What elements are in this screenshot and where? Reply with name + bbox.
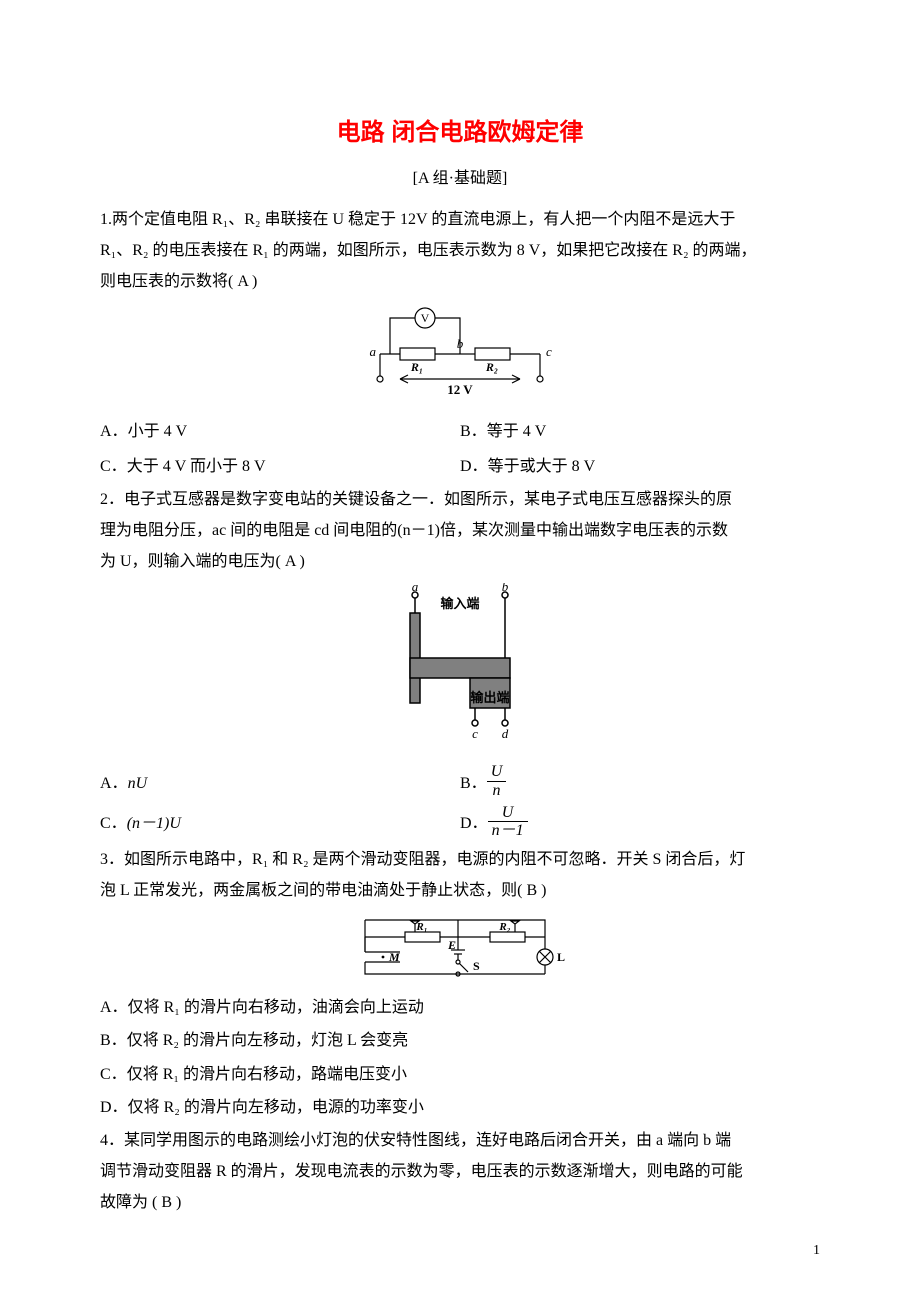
- question-4: 4．某同学用图示的电路测绘小灯泡的伏安特性图线，连好电路后闭合开关，由 a 端向…: [100, 1125, 820, 1219]
- label-l: L: [557, 950, 565, 964]
- opt-label: A．: [100, 999, 128, 1016]
- q1-figure: V a b: [100, 304, 820, 404]
- q3-num: 3．: [100, 851, 124, 868]
- q1-body-2: R₁、R₂ 的电压表接在 R₁ 的两端，如图所示，电压表示数为 8 V，如果把它…: [100, 235, 820, 266]
- q2-body-1: 电子式互感器是数字变电站的关键设备之一．如图所示，某电子式电压互感器探头的原: [124, 491, 732, 508]
- q4-num: 4．: [100, 1132, 124, 1149]
- opt-label: D．: [460, 808, 488, 839]
- page: 电路 闭合电路欧姆定律 [A 组·基础题] 1.两个定值电阻 R₁、R₂ 串联接…: [0, 0, 920, 1285]
- opt-label: A．: [100, 768, 128, 799]
- opt-text: 仅将 R₁ 的滑片向右移动，油滴会向上运动: [128, 999, 424, 1016]
- q1-opt-d: D．等于或大于 8 V: [460, 451, 820, 482]
- page-number: 1: [813, 1237, 820, 1264]
- opt-text: 等于或大于 8 V: [488, 451, 596, 482]
- q3-body-2: 泡 L 正常发光，两金属板之间的带电油滴处于静止状态，则( B ): [100, 875, 820, 906]
- label-e: E: [447, 938, 456, 952]
- q1-body-1: 两个定值电阻 R₁、R₂ 串联接在 U 稳定于 12V 的直流电源上，有人把一个…: [112, 211, 735, 228]
- q1-num: 1.: [100, 211, 112, 228]
- opt-text: 仅将 R₁ 的滑片向右移动，路端电压变小: [127, 1066, 407, 1083]
- question-1: 1.两个定值电阻 R₁、R₂ 串联接在 U 稳定于 12V 的直流电源上，有人把…: [100, 204, 820, 298]
- frac-num: U: [488, 804, 528, 823]
- q2-options: A．nU B． Un C．(n－1)U D． Un－1: [100, 763, 820, 843]
- q2-num: 2．: [100, 491, 124, 508]
- q3-line1: 3．如图所示电路中，R₁ 和 R₂ 是两个滑动变阻器，电源的内阻不可忽略．开关 …: [100, 844, 820, 875]
- fraction: Un: [487, 763, 507, 799]
- frac-num: U: [487, 763, 507, 782]
- q1-opt-a: A．小于 4 V: [100, 416, 460, 447]
- q2-opt-d: D． Un－1: [460, 806, 820, 842]
- label-b: b: [502, 583, 509, 594]
- label-m: M: [388, 950, 400, 964]
- q3-opt-a: A．仅将 R₁ 的滑片向右移动，油滴会向上运动: [100, 992, 820, 1023]
- opt-label: C．: [100, 451, 127, 482]
- label-s: S: [473, 959, 480, 973]
- q1-options: A．小于 4 V B．等于 4 V C．大于 4 V 而小于 8 V D．等于或…: [100, 414, 820, 484]
- q3-opt-b: B．仅将 R₂ 的滑片向左移动，灯泡 L 会变亮: [100, 1025, 820, 1056]
- q3-circuit-svg: R₁ R₂ E S L M: [345, 912, 575, 982]
- q2-body-2: 理为电阻分压，ac 间的电阻是 cd 间电阻的(n－1)倍，某次测量中输出端数字…: [100, 515, 820, 546]
- label-c: c: [546, 344, 552, 359]
- q3-opt-d: D．仅将 R₂ 的滑片向左移动，电源的功率变小: [100, 1092, 820, 1123]
- label-r1: R₁: [415, 921, 427, 933]
- opt-label: C．: [100, 1066, 127, 1083]
- q1-circuit-svg: V a b: [350, 304, 570, 404]
- question-3: 3．如图所示电路中，R₁ 和 R₂ 是两个滑动变阻器，电源的内阻不可忽略．开关 …: [100, 844, 820, 906]
- label-c: c: [472, 726, 478, 741]
- label-src: 12 V: [447, 382, 473, 397]
- opt-label: D．: [100, 1099, 128, 1116]
- opt-label: B．: [460, 768, 487, 799]
- label-r2: R₂: [485, 360, 498, 374]
- opt-label: B．: [100, 1032, 127, 1049]
- question-2: 2．电子式互感器是数字变电站的关键设备之一．如图所示，某电子式电压互感器探头的原…: [100, 484, 820, 578]
- voltmeter-label: V: [421, 311, 430, 325]
- label-out: 输出端: [470, 690, 509, 705]
- q1-body-3: 则电压表的示数将( A ): [100, 266, 820, 297]
- opt-text: nU: [128, 768, 148, 799]
- q2-opt-a: A．nU: [100, 765, 460, 801]
- opt-label: A．: [100, 416, 128, 447]
- label-b: b: [457, 336, 464, 351]
- opt-text: 等于 4 V: [487, 416, 547, 447]
- opt-text: 仅将 R₂ 的滑片向左移动，电源的功率变小: [128, 1099, 424, 1116]
- q3-options: A．仅将 R₁ 的滑片向右移动，油滴会向上运动 B．仅将 R₂ 的滑片向左移动，…: [100, 992, 820, 1123]
- label-a: a: [370, 344, 377, 359]
- q2-line1: 2．电子式互感器是数字变电站的关键设备之一．如图所示，某电子式电压互感器探头的原: [100, 484, 820, 515]
- q3-figure: R₁ R₂ E S L M: [100, 912, 820, 982]
- opt-label: B．: [460, 416, 487, 447]
- q1-opt-b: B．等于 4 V: [460, 416, 820, 447]
- label-d: d: [502, 726, 509, 741]
- frac-den: n－1: [488, 822, 528, 840]
- label-r1: R₁: [410, 360, 423, 374]
- label-r2: R₂: [498, 921, 510, 933]
- label-a: a: [412, 583, 419, 594]
- q2-figure: a b 输入端 输出端 c d: [100, 583, 820, 753]
- q3-opt-c: C．仅将 R₁ 的滑片向右移动，路端电压变小: [100, 1059, 820, 1090]
- q4-body-3: 故障为 ( B ): [100, 1187, 820, 1218]
- frac-den: n: [487, 782, 507, 800]
- q4-line1: 4．某同学用图示的电路测绘小灯泡的伏安特性图线，连好电路后闭合开关，由 a 端向…: [100, 1125, 820, 1156]
- q4-body-2: 调节滑动变阻器 R 的滑片，发现电流表的示数为零，电压表的示数逐渐增大，则电路的…: [100, 1156, 820, 1187]
- opt-text: (n－1)U: [127, 808, 181, 839]
- fraction: Un－1: [488, 804, 528, 840]
- opt-label: D．: [460, 451, 488, 482]
- opt-text: 小于 4 V: [128, 416, 188, 447]
- opt-text: 大于 4 V 而小于 8 V: [127, 451, 266, 482]
- q1-line1: 1.两个定值电阻 R₁、R₂ 串联接在 U 稳定于 12V 的直流电源上，有人把…: [100, 204, 820, 235]
- q2-body-3: 为 U，则输入端的电压为( A ): [100, 546, 820, 577]
- page-title: 电路 闭合电路欧姆定律: [100, 110, 820, 157]
- q1-opt-c: C．大于 4 V 而小于 8 V: [100, 451, 460, 482]
- q2-opt-c: C．(n－1)U: [100, 806, 460, 842]
- group-subheading: [A 组·基础题]: [100, 163, 820, 194]
- opt-text: 仅将 R₂ 的滑片向左移动，灯泡 L 会变亮: [127, 1032, 408, 1049]
- q2-divider-svg: a b 输入端 输出端 c d: [385, 583, 535, 753]
- label-in: 输入端: [440, 596, 479, 611]
- opt-label: C．: [100, 808, 127, 839]
- q2-opt-b: B． Un: [460, 765, 820, 801]
- q4-body-1: 某同学用图示的电路测绘小灯泡的伏安特性图线，连好电路后闭合开关，由 a 端向 b…: [124, 1132, 731, 1149]
- q3-body-1: 如图所示电路中，R₁ 和 R₂ 是两个滑动变阻器，电源的内阻不可忽略．开关 S …: [124, 851, 745, 868]
